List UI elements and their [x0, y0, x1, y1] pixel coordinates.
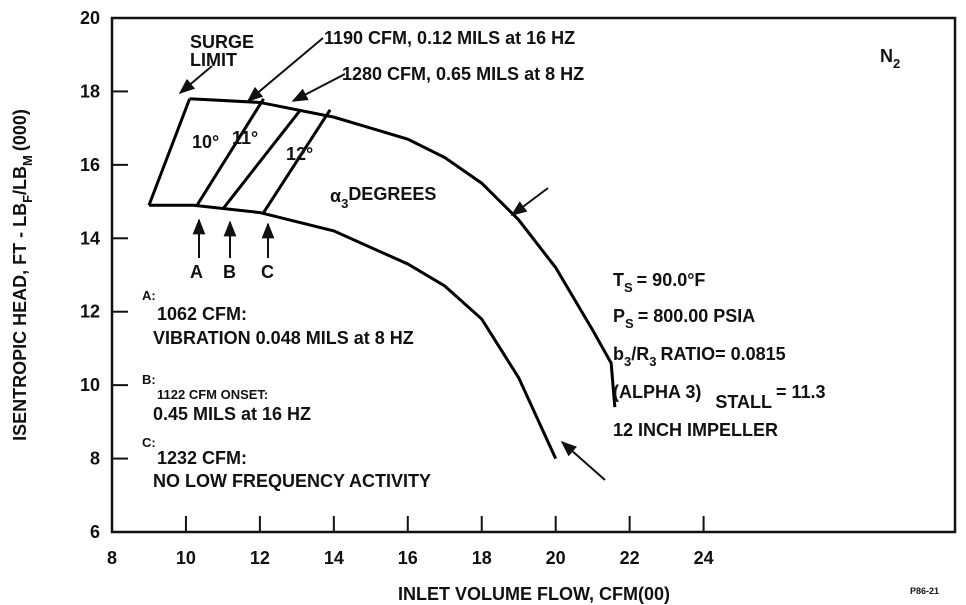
arrows	[178, 37, 606, 481]
y-tick-label: 20	[80, 8, 100, 28]
series-line	[221, 108, 302, 210]
annotation: TS = 90.0°F	[613, 270, 705, 295]
series-line	[195, 97, 265, 207]
y-tick-label: 18	[80, 81, 100, 101]
figure-code: P86-21	[910, 586, 939, 596]
annotation: 1232 CFM:	[157, 448, 247, 468]
annotation: LIMIT	[190, 50, 237, 70]
x-tick-label: 20	[546, 548, 566, 568]
x-tick-label: 10	[176, 548, 196, 568]
arrow	[560, 440, 606, 481]
arrow	[178, 65, 213, 95]
annotation: (ALPHA 3) STALL = 11.3	[613, 382, 826, 412]
annotation: b3/R3 RATIO= 0.0815	[613, 344, 786, 369]
x-tick-label: 8	[107, 548, 117, 568]
series-line	[148, 203, 558, 460]
series-line	[147, 98, 192, 206]
annotation: B:	[142, 372, 156, 387]
y-tick-label: 12	[80, 302, 100, 322]
annotation: B	[223, 262, 236, 282]
annotation: C	[261, 262, 274, 282]
marks	[111, 17, 705, 533]
annotation: 1062 CFM:	[157, 304, 247, 324]
series-line	[262, 108, 332, 214]
annotation: 1280 CFM, 0.65 MILS at 8 HZ	[342, 64, 584, 84]
annotation: PS = 800.00 PSIA	[613, 306, 755, 331]
annotation: SURGE	[190, 32, 254, 52]
arrow	[246, 37, 324, 103]
series-label: 11°	[232, 128, 258, 148]
annotation: 1190 CFM, 0.12 MILS at 16 HZ	[324, 28, 575, 48]
y-tick-label: 16	[80, 155, 100, 175]
y-tick-label: 10	[80, 375, 100, 395]
x-tick-label: 12	[250, 548, 270, 568]
annotation: N2	[880, 46, 900, 71]
arrow	[291, 73, 346, 102]
y-tick-label: 6	[90, 522, 100, 542]
x-tick-label: 22	[620, 548, 640, 568]
annotation: NO LOW FREQUENCY ACTIVITY	[153, 471, 431, 491]
y-tick-label: 14	[80, 228, 100, 248]
annotation: α3DEGREES	[330, 184, 436, 211]
x-axis-label: INLET VOLUME FLOW, CFM(00)	[398, 584, 670, 604]
annotation: 0.45 MILS at 16 HZ	[153, 404, 311, 424]
annotation: A	[190, 262, 203, 282]
series-line	[189, 97, 617, 408]
arrow	[510, 187, 549, 216]
annotation: VIBRATION 0.048 MILS at 8 HZ	[153, 328, 414, 348]
annotation: C:	[142, 435, 156, 450]
y-axis-label: ISENTROPIC HEAD, FT - LBF/LBM(000)	[10, 109, 35, 441]
x-tick-label: 24	[694, 548, 714, 568]
series-label: 10°	[192, 132, 219, 152]
annotation: 12 INCH IMPELLER	[613, 420, 778, 440]
x-tick-label: 14	[324, 548, 344, 568]
series-label: 12°	[286, 144, 313, 164]
annotation: 1122 CFM ONSET:	[157, 387, 268, 402]
y-tick-label: 8	[90, 449, 100, 469]
x-tick-label: 18	[472, 548, 492, 568]
x-tick-label: 16	[398, 548, 418, 568]
plot-frame	[110, 16, 957, 534]
annotation: A:	[142, 288, 156, 303]
